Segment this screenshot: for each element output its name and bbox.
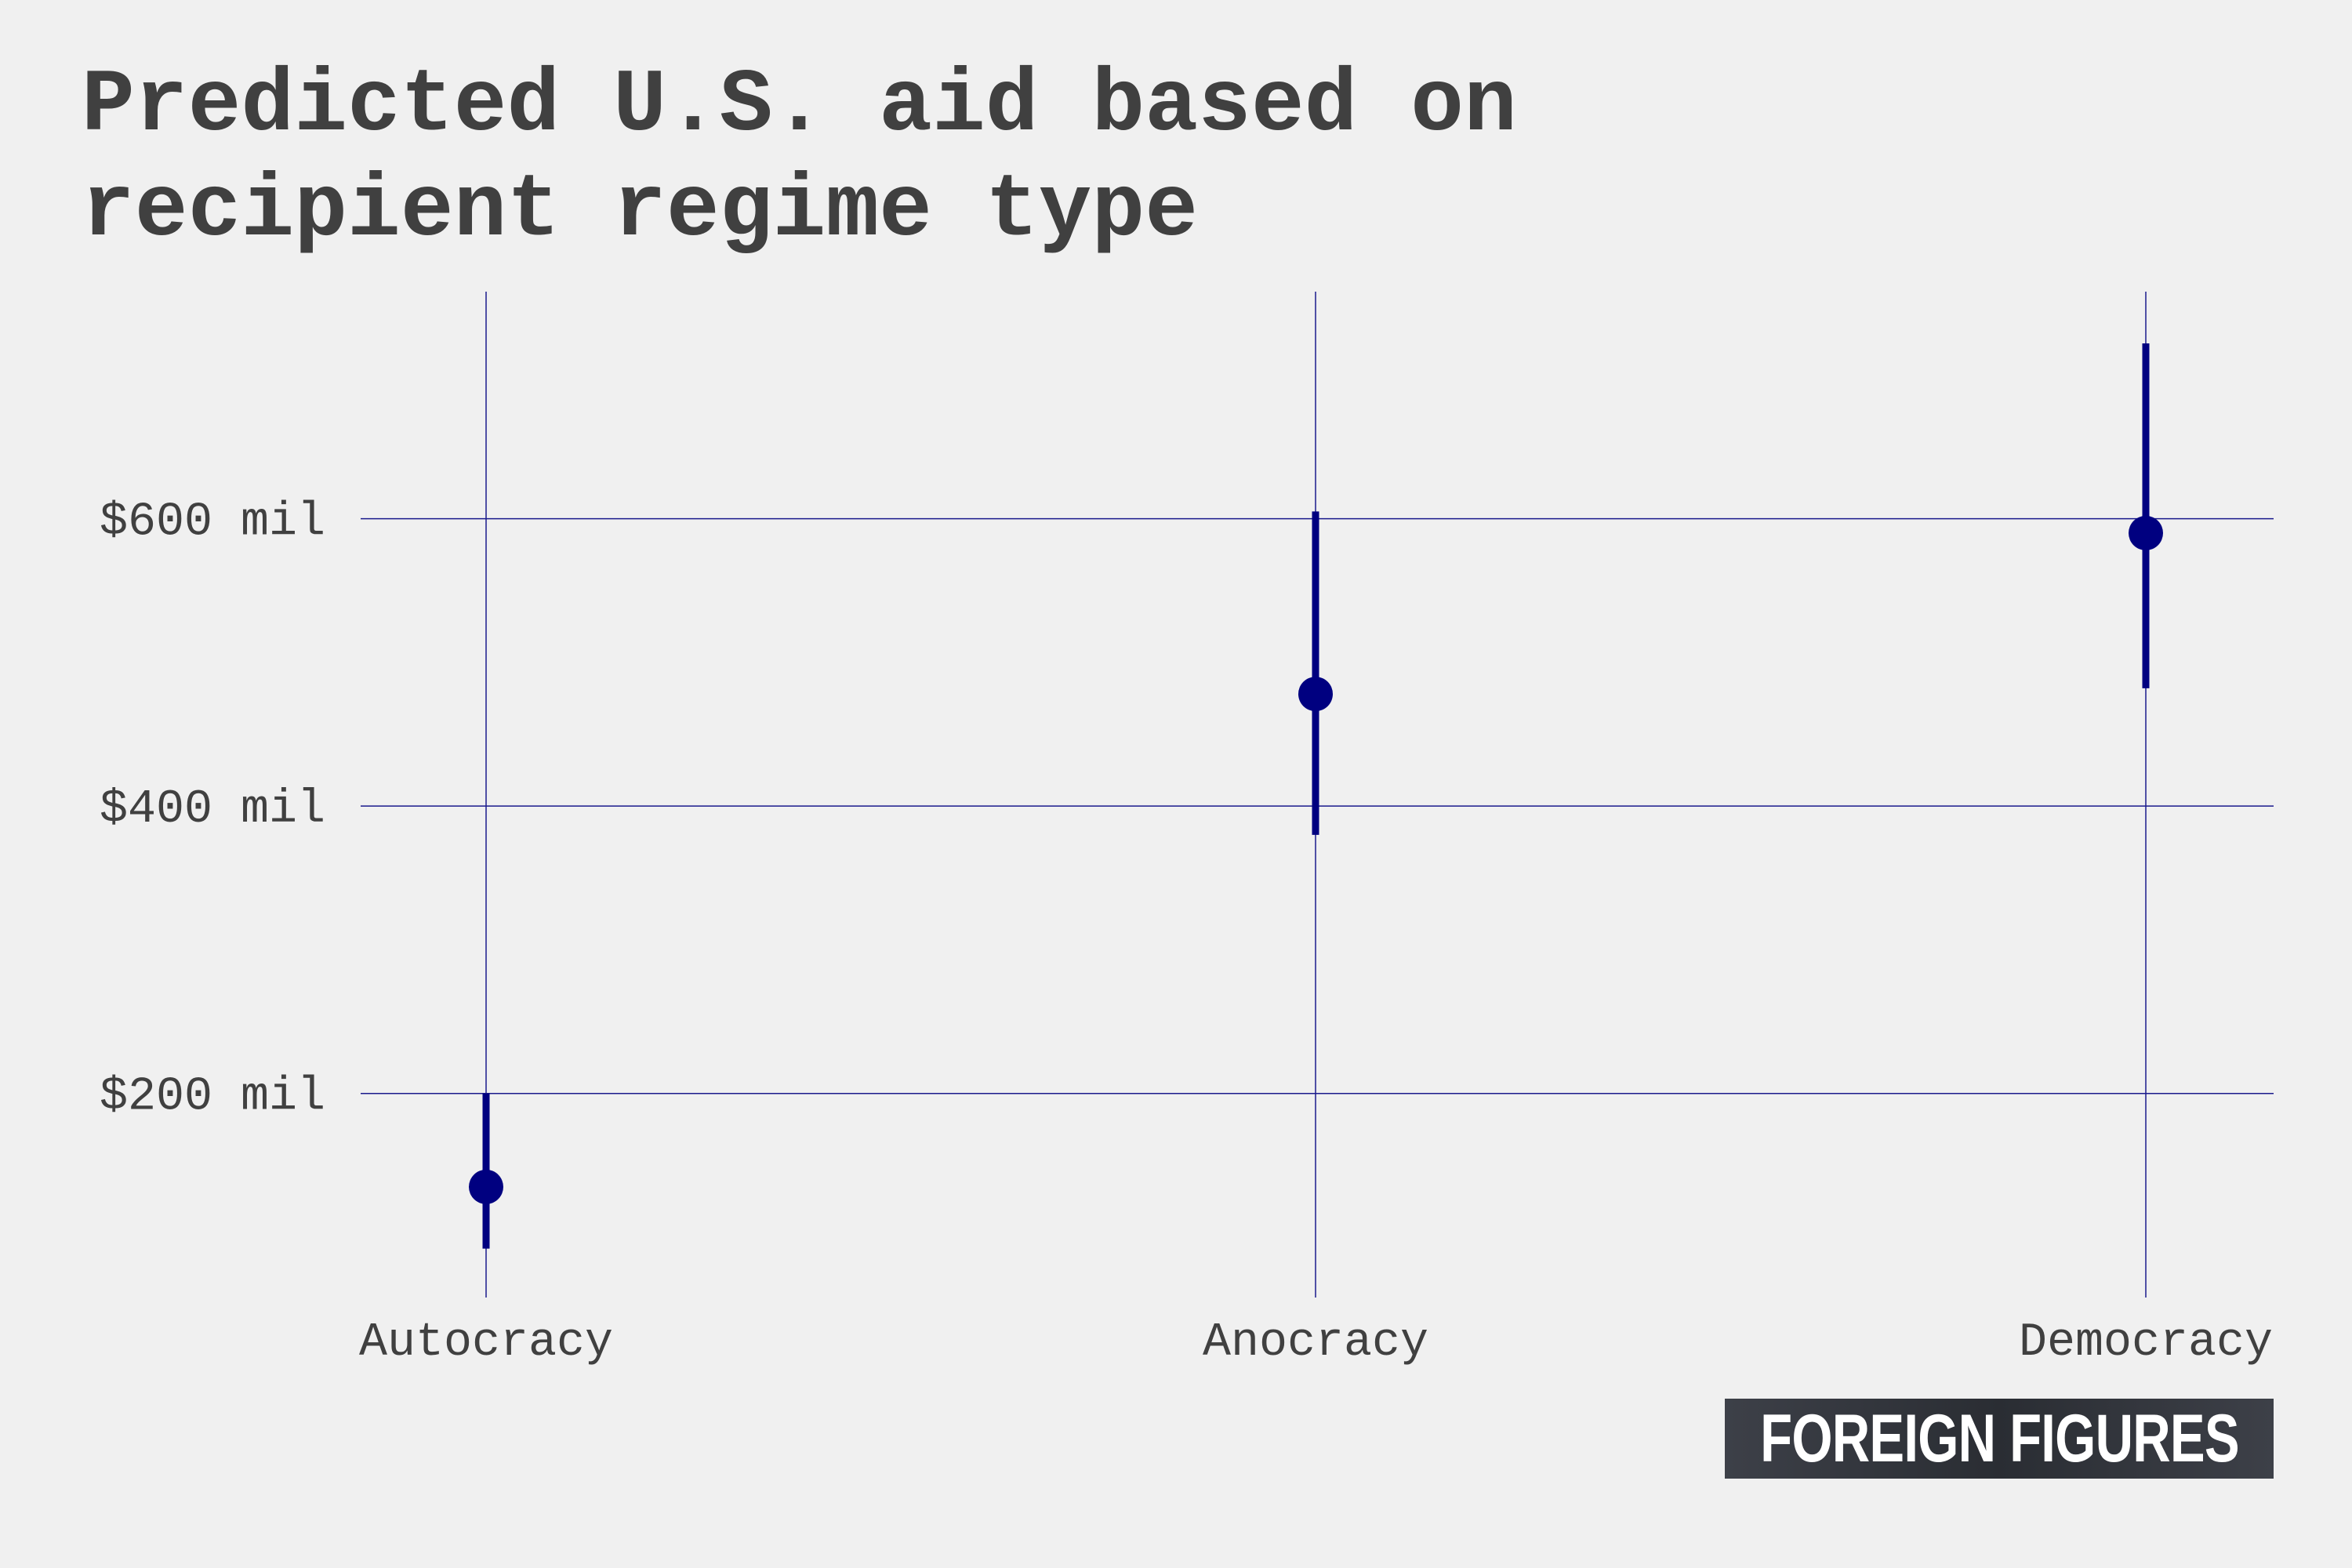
point-estimates	[469, 515, 2163, 1204]
point-estimate	[2129, 515, 2163, 550]
x-tick-labels: Autocracy Anocracy Democracy	[359, 1316, 2273, 1370]
y-tick-label: $400 mil	[100, 783, 325, 837]
chart-title: Predicted U.S. aid based on recipient re…	[82, 56, 1517, 261]
y-tick-label: $600 mil	[100, 496, 325, 550]
point-estimate	[469, 1169, 503, 1204]
y-tick-label: $200 mil	[100, 1071, 325, 1124]
logo-text: FOREIGN FIGURES	[1759, 1400, 2239, 1476]
y-tick-labels: $200 mil $400 mil $600 mil	[100, 496, 325, 1124]
x-tick-label: Anocracy	[1203, 1316, 1428, 1370]
x-tick-label: Democracy	[2019, 1316, 2273, 1370]
point-estimate	[1298, 677, 1333, 712]
x-tick-label: Autocracy	[359, 1316, 613, 1370]
foreign-figures-logo: FOREIGN FIGURES	[1725, 1399, 2274, 1479]
